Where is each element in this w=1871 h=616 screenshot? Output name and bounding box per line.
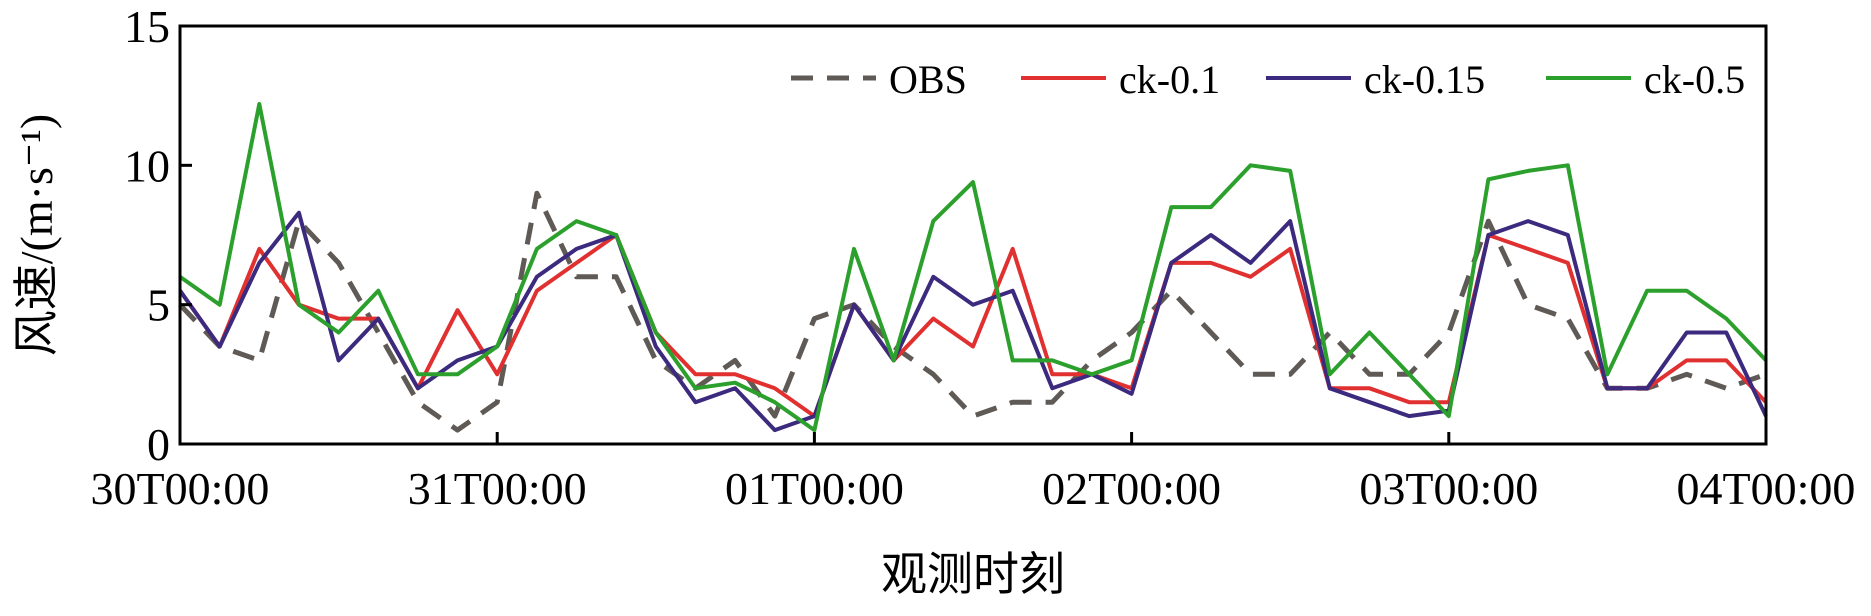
x-tick-label: 03T00:00 [1359,463,1538,514]
x-axis-label: 观测时刻 [881,549,1065,600]
y-tick-label: 5 [147,280,170,331]
x-tick-label: 04T00:00 [1677,463,1856,514]
y-tick-label: 10 [124,140,170,191]
y-tick-label: 0 [147,419,170,470]
x-tick-label: 31T00:00 [408,463,587,514]
series-line [178,102,1768,433]
legend-label: OBS [889,57,967,102]
x-tick-label: 01T00:00 [725,463,904,514]
plot-frame [178,24,1768,446]
series-line [178,190,1767,433]
legend-label: ck-0.15 [1364,57,1485,102]
series-line [178,210,1768,433]
legend-label: ck-0.1 [1119,57,1220,102]
x-tick-label: 30T00:00 [91,463,270,514]
series-line [178,233,1768,419]
legend-label: ck-0.5 [1644,57,1745,102]
x-tick-label: 02T00:00 [1042,463,1221,514]
y-axis-label: 风速/(m·s⁻¹) [11,114,62,357]
y-tick-label: 15 [124,1,170,52]
